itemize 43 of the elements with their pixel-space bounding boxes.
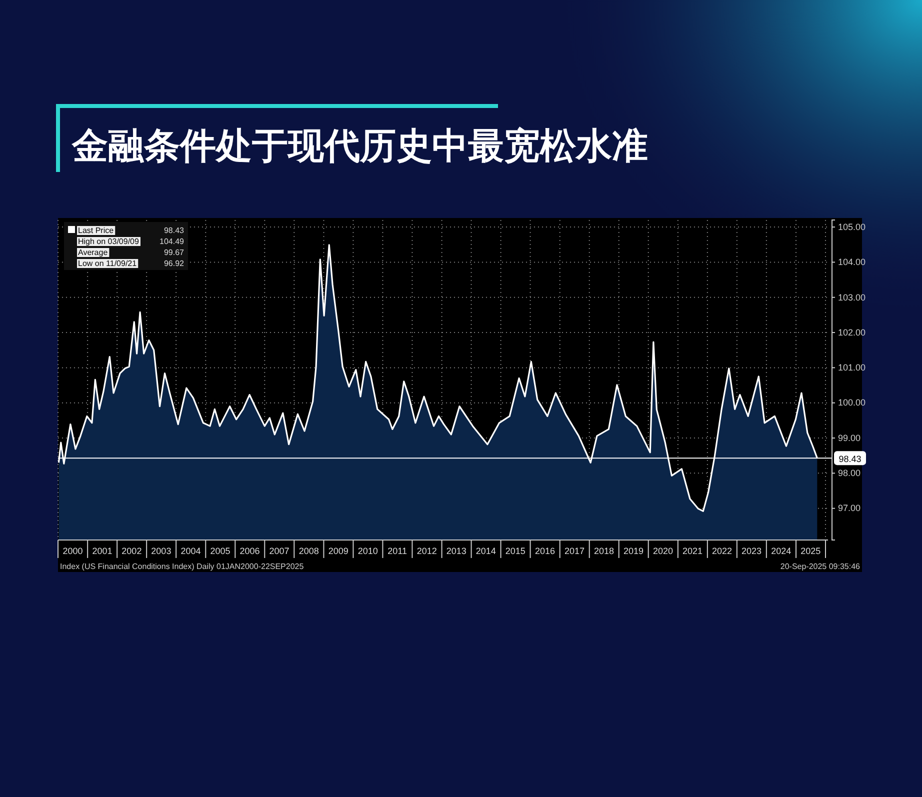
x-tick-label: 2001: [92, 546, 112, 556]
text: Low on 11/09/21 96.92: [78, 259, 184, 268]
x-tick-label: 2022: [712, 546, 732, 556]
x-tick-label: 2009: [328, 546, 348, 556]
x-tick-label: 2024: [771, 546, 792, 556]
y-tick-label: 105.00: [838, 222, 866, 232]
y-tick-label: 99.00: [838, 432, 861, 443]
text: Average 99.67: [78, 248, 184, 257]
x-tick-label: 2000: [62, 546, 83, 556]
x-tick-label: 2011: [388, 546, 408, 556]
y-tick-label: 103.00: [838, 292, 866, 302]
x-tick-label: 2020: [653, 546, 674, 556]
x-tick-label: 2017: [564, 546, 584, 556]
y-tick-label: 104.00: [838, 257, 866, 268]
legend-label: Last Price: [78, 226, 114, 235]
x-tick-label: 2015: [505, 546, 526, 556]
y-tick-label: 102.00: [838, 327, 866, 338]
y-tick-label: 98.00: [838, 468, 861, 478]
y-tick-label: 101.00: [838, 362, 866, 373]
x-tick-label: 2023: [742, 546, 762, 556]
ref-line-label: 98.43: [838, 454, 862, 464]
y-tick-label: 97.00: [838, 503, 861, 514]
x-tick-label: 2018: [594, 546, 614, 556]
x-tick-label: 2013: [446, 546, 466, 556]
x-tick-label: 2005: [210, 546, 230, 556]
x-tick-label: 2002: [122, 546, 142, 556]
x-tick-label: 2014: [476, 546, 496, 556]
text: 20-Sep-2025 09:35:46: [780, 562, 861, 571]
x-tick-label: 2025: [800, 546, 821, 556]
x-tick-label: 2021: [682, 546, 703, 556]
x-tick-label: 2016: [534, 546, 556, 556]
text: Index (US Financial Conditions Index) Daily 01JAN2000-22SEP2025: [60, 562, 304, 571]
y-tick-label: 100.00: [838, 398, 866, 408]
x-tick-label: 2008: [298, 546, 319, 556]
x-tick-label: 2012: [416, 546, 437, 556]
x-tick-label: 2010: [358, 546, 378, 556]
x-tick-label: 2007: [269, 546, 290, 556]
text: High on 03/09/09 104.49: [78, 237, 184, 246]
x-tick-label: 2004: [180, 546, 201, 556]
x-tick-label: 2006: [240, 546, 260, 556]
x-tick-label: 2019: [623, 546, 644, 556]
annotation: 98.43: [164, 226, 185, 235]
x-tick-label: 2003: [151, 546, 172, 556]
